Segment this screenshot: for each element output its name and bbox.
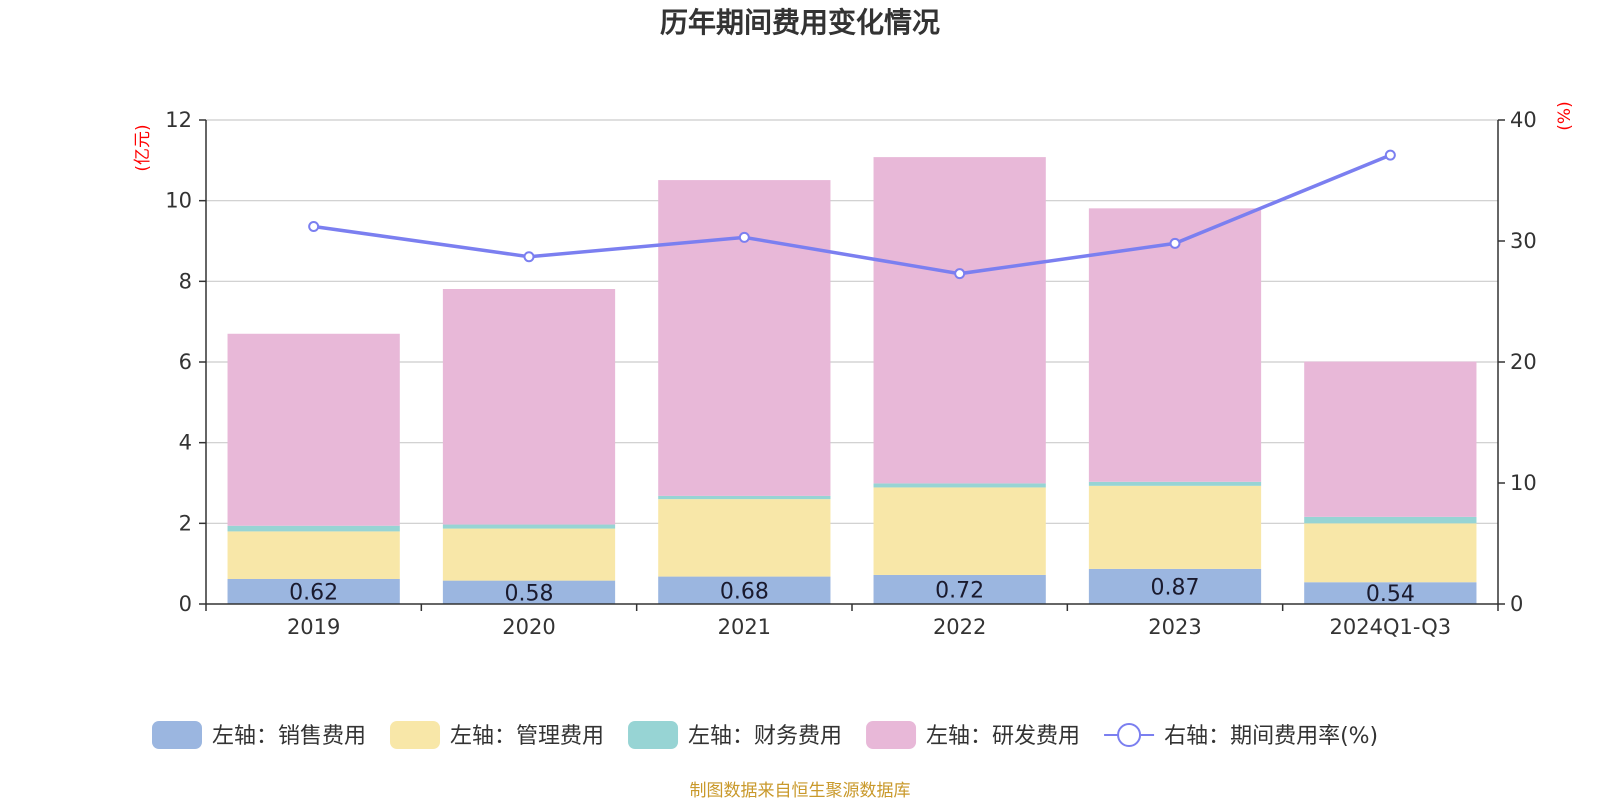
rate-series-line	[313, 153, 1391, 276]
right-tick-label: 10	[1510, 471, 1537, 495]
rate-line	[308, 149, 1396, 280]
data-label: 0.62	[289, 580, 338, 605]
legend-swatch	[866, 721, 917, 749]
left-tick-label: 8	[179, 269, 192, 293]
gridlines	[206, 119, 1498, 524]
data-label: 0.87	[1151, 575, 1200, 600]
source-note: 制图数据来自恒生聚源数据库	[690, 781, 911, 800]
chart-title: 历年期间费用变化情况	[660, 6, 940, 39]
bar-segment	[658, 180, 831, 496]
data-labels: 0.62 0.58 0.68 0.72 0.87 0.54	[289, 575, 1415, 607]
bar-segment	[1304, 516, 1477, 524]
x-tick-label: 2023	[1148, 615, 1201, 639]
left-axis-unit: (亿元)	[133, 124, 153, 171]
bar-segment	[442, 528, 616, 581]
bar-segment	[873, 574, 1046, 604]
bar-segment	[442, 524, 616, 529]
rate-point	[954, 268, 966, 280]
rate-point	[523, 251, 535, 263]
legend-swatch	[628, 721, 679, 749]
legend-label: 左轴：管理费用	[450, 724, 604, 749]
bar-segment	[658, 495, 831, 500]
bar-segment	[1304, 582, 1477, 604]
bar-segment	[442, 580, 616, 604]
bar-segment	[227, 525, 400, 532]
left-tick-label: 4	[179, 431, 192, 455]
bar-segment	[1088, 481, 1262, 486]
right-tick-label: 40	[1510, 108, 1537, 132]
bar-segment	[1088, 208, 1262, 482]
x-tick-label: 2022	[933, 615, 986, 639]
rate-point	[308, 220, 320, 232]
right-tick-label: 20	[1510, 350, 1537, 374]
left-tick-label: 0	[179, 592, 192, 616]
bar-segment	[1088, 568, 1262, 604]
bar-segment	[658, 499, 831, 577]
right-tick-label: 30	[1510, 229, 1537, 253]
legend-label: 左轴：研发费用	[926, 724, 1080, 749]
rate-point	[738, 231, 750, 243]
legend-label: 左轴：销售费用	[212, 724, 366, 749]
data-label: 0.58	[505, 581, 554, 606]
x-tick-label: 2020	[502, 615, 555, 639]
data-label: 0.54	[1366, 582, 1415, 607]
x-tick-label: 2019	[287, 615, 340, 639]
legend-swatch-marker	[1117, 723, 1142, 747]
right-axis-unit: (%)	[1555, 101, 1575, 130]
bar-segment	[873, 487, 1046, 575]
data-label: 0.72	[935, 578, 984, 603]
left-tick-label: 6	[179, 350, 192, 374]
bar-segment	[227, 333, 400, 526]
bar-segment	[1088, 485, 1262, 569]
x-tick-label: 2024Q1-Q3	[1330, 615, 1452, 639]
legend: 左轴：销售费用 左轴：管理费用 左轴：财务费用 左轴：研发费用 右轴：期间费用率(%)	[152, 721, 1378, 749]
bar-segment	[1304, 361, 1477, 517]
legend-label: 左轴：财务费用	[688, 724, 842, 749]
legend-swatch	[390, 721, 441, 749]
legend-label: 右轴：期间费用率(%)	[1164, 724, 1378, 749]
legend-swatch	[152, 721, 202, 749]
bar-segment	[227, 578, 400, 604]
bar-segment	[873, 483, 1046, 488]
right-tick-label: 0	[1510, 592, 1523, 616]
bars	[227, 157, 1477, 604]
bar-segment	[1304, 523, 1477, 583]
left-tick-label: 10	[165, 189, 192, 213]
bar-segment	[442, 288, 616, 525]
bar-segment	[873, 157, 1046, 484]
rate-point	[1384, 149, 1396, 161]
rate-point	[1169, 237, 1181, 249]
left-tick-label: 2	[179, 511, 192, 535]
x-tick-label: 2021	[718, 615, 771, 639]
bar-segment	[658, 576, 831, 604]
left-tick-label: 12	[165, 108, 192, 132]
axes: 0 2 4 6 8 10 12 0 10 20 30 40 2019 2020 2021 2022 2023 20…	[165, 108, 1536, 639]
data-label: 0.68	[720, 579, 769, 604]
bar-segment	[227, 531, 400, 579]
